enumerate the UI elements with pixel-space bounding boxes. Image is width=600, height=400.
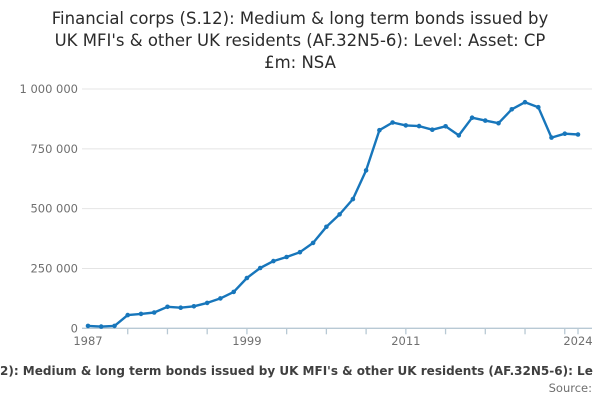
chart-title-line1: Financial corps (S.12): Medium & long te… — [51, 9, 549, 28]
data-point — [350, 196, 356, 202]
data-point — [549, 135, 554, 140]
data-point — [324, 224, 329, 230]
data-point — [509, 107, 515, 112]
chart-legend-truncated: 2): Medium & long term bonds issued by U… — [0, 364, 593, 378]
source-label: Source: — [548, 381, 592, 395]
data-point — [430, 127, 435, 132]
data-point — [138, 311, 144, 317]
data-point — [151, 310, 157, 315]
data-point — [403, 123, 409, 128]
x-axis-label: 1999 — [232, 334, 261, 348]
data-point — [297, 249, 303, 255]
data-point — [522, 99, 528, 105]
y-axis-label: 250 000 — [30, 261, 78, 275]
x-axis-label: 2024 — [563, 334, 592, 348]
chart-title-line2: UK MFI's & other UK residents (AF.32N5-6… — [54, 31, 546, 50]
data-point — [310, 240, 316, 246]
data-point — [443, 124, 448, 129]
y-axis-label: 1 000 000 — [19, 82, 78, 96]
data-point — [562, 131, 568, 136]
data-point — [377, 127, 382, 133]
data-point — [337, 212, 342, 217]
x-axis-label: 1987 — [73, 334, 102, 348]
y-axis-label: 750 000 — [30, 142, 78, 156]
data-point — [271, 258, 276, 264]
data-point — [244, 275, 250, 281]
data-point — [257, 265, 263, 271]
data-point — [363, 168, 369, 173]
line-chart: 0 250 000 500 000 750 000 1 000 000 1987 1999 2… — [19, 82, 592, 348]
data-point — [483, 118, 488, 123]
data-point — [165, 304, 170, 310]
data-point — [496, 120, 501, 126]
data-point — [456, 133, 462, 138]
y-axis-label: 500 000 — [30, 202, 78, 216]
chart-title-line3: £m: NSA — [264, 53, 336, 72]
data-point — [390, 120, 395, 125]
data-point — [469, 115, 475, 120]
data-point — [85, 323, 91, 329]
x-axis-label: 2011 — [391, 334, 420, 348]
data-line — [86, 100, 580, 328]
data-point — [536, 104, 541, 110]
data-point — [416, 123, 422, 129]
data-point — [204, 300, 210, 306]
data-point — [575, 132, 581, 137]
data-point — [191, 304, 197, 309]
data-point — [98, 324, 104, 329]
data-point — [284, 254, 289, 260]
data-point — [218, 296, 223, 301]
data-point — [125, 312, 130, 318]
data-point — [178, 305, 183, 311]
data-point — [112, 323, 117, 329]
chart-title: Financial corps (S.12): Medium & long te… — [0, 8, 600, 74]
data-point — [231, 289, 236, 295]
y-axis-label: 0 — [71, 321, 78, 335]
